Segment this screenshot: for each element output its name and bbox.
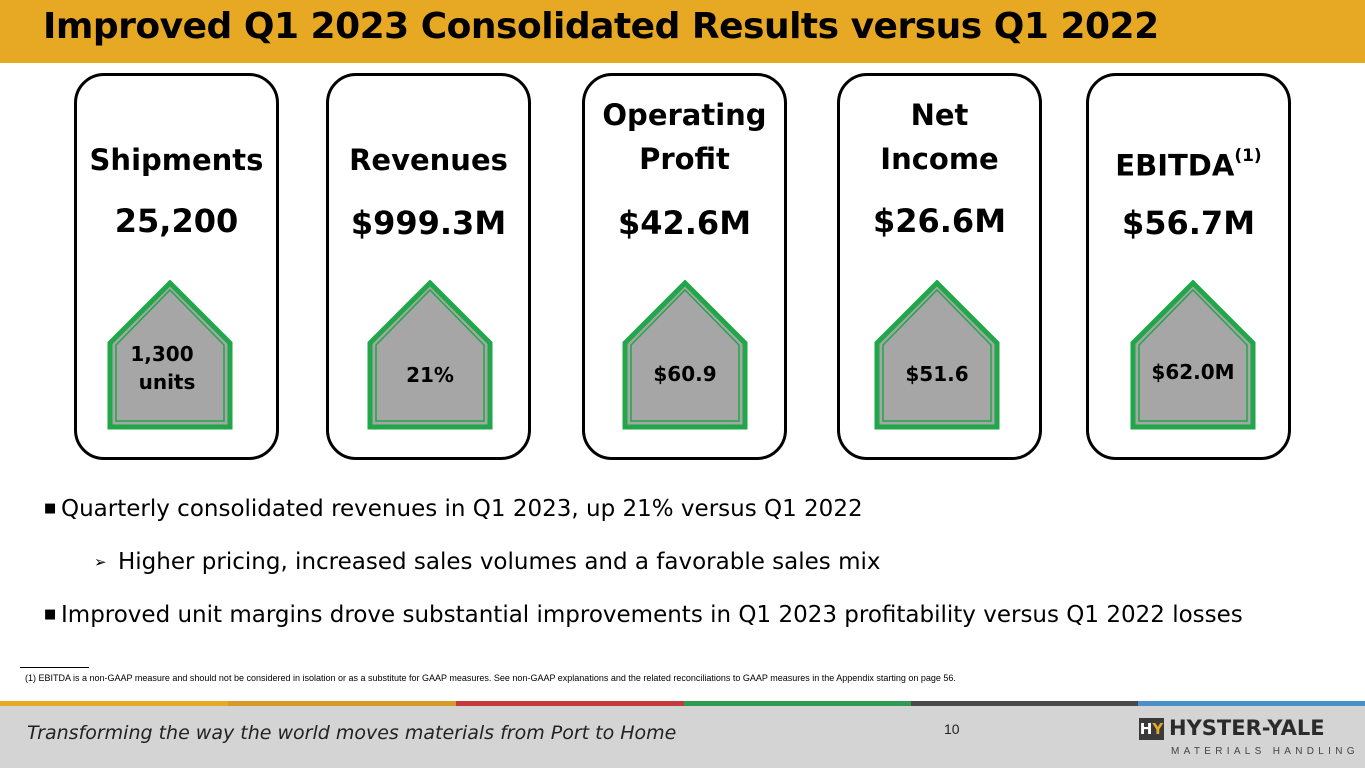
page-number: 10: [944, 721, 960, 737]
bullet-item: ■ Improved unit margins drove substantial…: [44, 602, 1243, 628]
bullet-item: ■ Quarterly consolidated revenues in Q1 2…: [44, 496, 863, 522]
increase-house-shape: 21%: [366, 280, 494, 430]
card-label: EBITDA(1): [1089, 138, 1288, 188]
delta-value: 1,300: [130, 342, 194, 366]
card-label: Shipments: [89, 143, 264, 177]
increase-house-shape: $62.0M: [1129, 280, 1257, 430]
card-value: $42.6M: [617, 204, 752, 242]
card-net-income: Net Income $26.6M $51.6: [837, 73, 1042, 460]
house-up-icon: [107, 280, 233, 430]
square-bullet-icon: ■: [44, 607, 57, 622]
hy-logo-icon: HY: [1139, 718, 1164, 740]
house-up-icon: [874, 280, 1000, 430]
stripe-segment: [684, 701, 911, 706]
increase-house-shape: $60.9: [621, 280, 749, 430]
card-revenues: Revenues $999.3M 21%: [326, 73, 531, 460]
house-up-icon: [622, 280, 748, 430]
delta-value: $62.0M: [1151, 360, 1235, 384]
square-bullet-icon: ■: [44, 501, 57, 516]
house-up-icon: [367, 280, 493, 430]
increase-house-shape: $51.6: [873, 280, 1001, 430]
card-operating-profit: Operating Profit $42.6M $60.9: [582, 73, 787, 460]
stripe-segment: [1138, 701, 1365, 706]
card-value: 25,200: [114, 202, 239, 240]
slide-title: Improved Q1 2023 Consolidated Results ve…: [43, 6, 1159, 47]
stripe-segment: [911, 701, 1138, 706]
card-label-text: EBITDA: [1115, 148, 1235, 183]
tagline: Transforming the way the world moves mat…: [27, 722, 677, 744]
card-label-line2: Profit: [639, 142, 730, 176]
delta-unit: units: [138, 370, 196, 394]
increase-house-shape: 1,300 units: [106, 280, 234, 430]
stripe-segment: [228, 701, 456, 706]
card-label-line1: Operating: [602, 98, 767, 132]
sub-bullet-item: ➢ Higher pricing, increased sales volumes…: [94, 549, 881, 575]
logo-subtitle: MATERIALS HANDLING: [1171, 746, 1359, 757]
stripe-segment: [0, 701, 228, 706]
card-value: $999.3M: [350, 204, 507, 242]
delta-value: 21%: [406, 363, 454, 387]
logo-name: HYSTER-YALE: [1169, 716, 1325, 740]
card-ebitda: EBITDA(1) $56.7M $62.0M: [1086, 73, 1291, 460]
footnote: (1) EBITDA is a non-GAAP measure and sho…: [25, 673, 956, 683]
footnote-divider: [20, 667, 89, 668]
footnote-marker: (1): [1234, 146, 1262, 166]
card-label-line2: Income: [880, 142, 999, 176]
card-label: Revenues: [349, 143, 508, 177]
stripe-segment: [456, 701, 684, 706]
title-bar: Improved Q1 2023 Consolidated Results ve…: [0, 0, 1365, 63]
card-shipments: Shipments 25,200 1,300 units: [74, 73, 279, 460]
hyster-yale-logo: HY HYSTER-YALE MATERIALS HANDLING: [1139, 716, 1355, 762]
delta-value: $60.9: [653, 362, 717, 386]
arrow-bullet-icon: ➢: [94, 553, 107, 571]
card-value: $26.6M: [872, 202, 1007, 240]
card-label-line1: Net: [910, 98, 969, 132]
footer: Transforming the way the world moves mat…: [0, 706, 1365, 768]
delta-value: $51.6: [905, 362, 969, 386]
house-up-icon: [1130, 280, 1256, 430]
card-value: $56.7M: [1121, 204, 1256, 242]
